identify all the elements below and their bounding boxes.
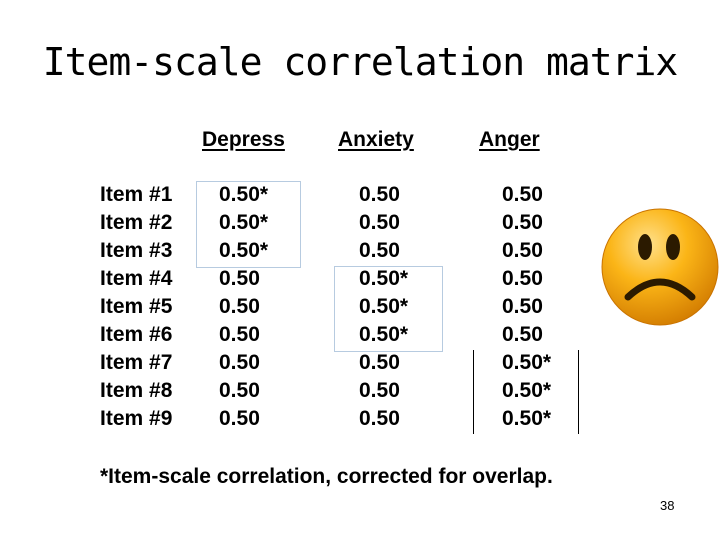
page-number: 38 bbox=[660, 498, 675, 513]
column-header-anxiety: Anxiety bbox=[338, 128, 414, 151]
table-cell: 0.50 bbox=[219, 351, 260, 374]
slide-title: Item-scale correlation matrix bbox=[42, 40, 678, 84]
row-label: Item #1 bbox=[100, 183, 173, 206]
anxiety-block-box bbox=[334, 266, 443, 352]
column-header-depress: Depress bbox=[202, 128, 285, 151]
table-cell: 0.50 bbox=[219, 295, 260, 318]
table-cell: 0.50 bbox=[502, 323, 543, 346]
row-label: Item #7 bbox=[100, 351, 173, 374]
table-cell: 0.50 bbox=[219, 379, 260, 402]
table-cell: 0.50* bbox=[219, 183, 269, 206]
table-cell: 0.50* bbox=[502, 407, 552, 430]
anger-block-box bbox=[473, 350, 579, 434]
table-cell: 0.50 bbox=[502, 295, 543, 318]
table-cell: 0.50 bbox=[359, 239, 400, 262]
column-header-anger: Anger bbox=[479, 128, 540, 151]
table-cell: 0.50* bbox=[359, 295, 409, 318]
table-cell: 0.50 bbox=[502, 267, 543, 290]
table-cell: 0.50 bbox=[219, 323, 260, 346]
table-cell: 0.50 bbox=[502, 183, 543, 206]
table-cell: 0.50* bbox=[359, 267, 409, 290]
table-cell: 0.50 bbox=[502, 211, 543, 234]
table-cell: 0.50 bbox=[219, 267, 260, 290]
table-cell: 0.50* bbox=[359, 323, 409, 346]
sad-face-icon bbox=[600, 205, 720, 330]
table-cell: 0.50 bbox=[359, 183, 400, 206]
table-cell: 0.50* bbox=[502, 379, 552, 402]
row-label: Item #3 bbox=[100, 239, 173, 262]
table-cell: 0.50 bbox=[359, 351, 400, 374]
table-cell: 0.50* bbox=[502, 351, 552, 374]
table-cell: 0.50* bbox=[219, 211, 269, 234]
table-cell: 0.50 bbox=[359, 407, 400, 430]
table-cell: 0.50 bbox=[219, 407, 260, 430]
table-cell: 0.50 bbox=[502, 239, 543, 262]
row-label: Item #2 bbox=[100, 211, 173, 234]
table-cell: 0.50 bbox=[359, 211, 400, 234]
row-label: Item #5 bbox=[100, 295, 173, 318]
row-label: Item #6 bbox=[100, 323, 173, 346]
table-cell: 0.50* bbox=[219, 239, 269, 262]
row-label: Item #9 bbox=[100, 407, 173, 430]
depress-block-box bbox=[196, 181, 301, 268]
table-cell: 0.50 bbox=[359, 379, 400, 402]
footnote: *Item-scale correlation, corrected for o… bbox=[100, 465, 553, 488]
row-label: Item #4 bbox=[100, 267, 173, 290]
row-label: Item #8 bbox=[100, 379, 173, 402]
